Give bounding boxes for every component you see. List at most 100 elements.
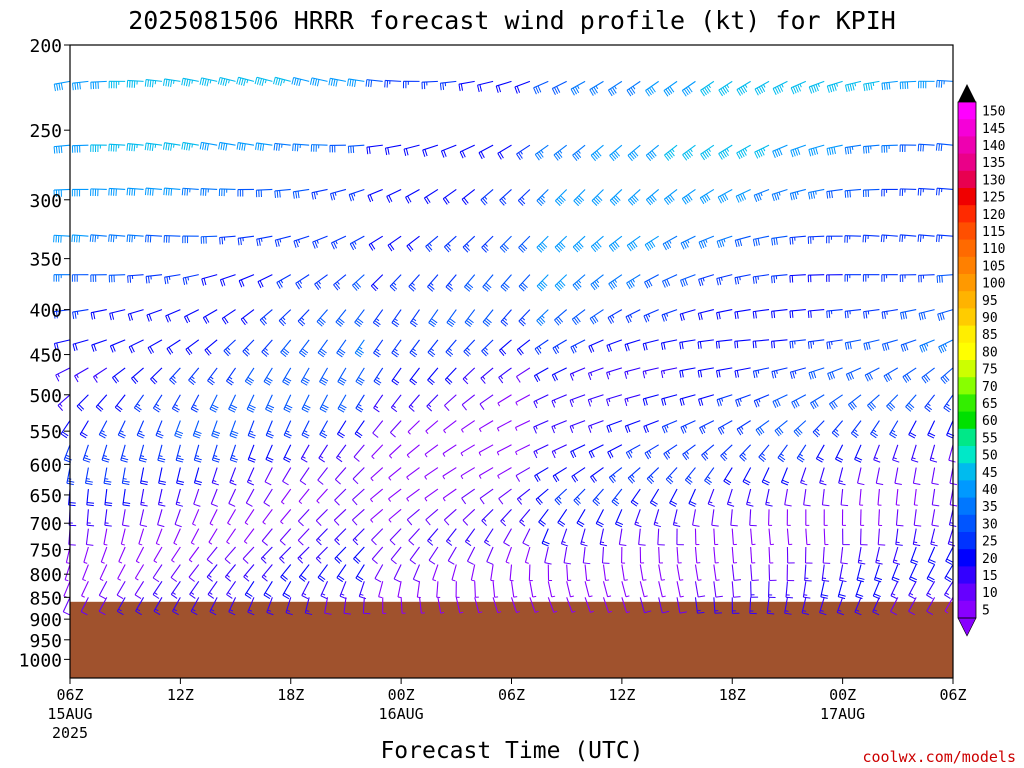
wind-barb <box>140 467 148 486</box>
wind-barb <box>731 597 740 614</box>
barb-staff <box>201 235 218 238</box>
barb-staff <box>372 420 384 434</box>
barb-feather <box>821 594 829 597</box>
wind-barb <box>236 76 255 87</box>
barb-half-feather <box>484 243 488 247</box>
wind-barb <box>483 528 494 547</box>
wind-barb <box>842 528 850 546</box>
wind-barb <box>771 367 788 379</box>
colorbar-label: 140 <box>982 139 1005 154</box>
barb-staff <box>875 546 880 563</box>
barb-staff <box>730 509 733 526</box>
barb-staff <box>280 488 292 503</box>
barb-feather <box>518 152 523 159</box>
barb-feather <box>870 433 877 439</box>
barb-feather <box>797 84 802 92</box>
wind-barb <box>455 597 464 614</box>
colorbar-segment <box>958 446 976 464</box>
barb-feather <box>644 452 650 460</box>
wind-barb <box>261 564 273 582</box>
barb-feather <box>374 320 381 326</box>
wind-barb <box>387 235 402 252</box>
barb-feather <box>679 611 687 614</box>
wind-barb <box>365 79 383 88</box>
barb-feather <box>520 319 526 325</box>
barb-feather <box>134 594 142 599</box>
wind-barb <box>716 367 733 378</box>
barb-feather <box>410 284 416 290</box>
barb-half-feather <box>893 559 898 562</box>
barb-feather <box>442 198 448 205</box>
barb-staff <box>397 581 402 598</box>
wind-barb <box>282 367 292 386</box>
barb-half-feather <box>432 579 437 582</box>
barb-half-feather <box>226 574 230 578</box>
barb-feather <box>578 195 585 201</box>
barb-half-feather <box>157 430 162 433</box>
barb-feather <box>110 234 113 243</box>
colorbar-label: 150 <box>982 105 1005 120</box>
barb-feather <box>792 86 797 94</box>
barb-staff <box>516 367 531 378</box>
wind-barb <box>311 188 328 200</box>
barb-half-feather <box>213 455 218 458</box>
wind-barb <box>297 309 310 327</box>
barb-feather <box>444 379 451 385</box>
barb-staff <box>127 274 144 277</box>
barb-half-feather <box>739 276 741 281</box>
wind-barb <box>225 367 237 386</box>
barb-half-feather <box>758 398 761 403</box>
barb-feather <box>265 408 273 413</box>
barb-staff <box>661 367 678 372</box>
wind-barb <box>352 508 365 526</box>
barb-staff <box>608 80 623 91</box>
wind-barb <box>944 597 954 614</box>
barb-feather <box>299 480 307 486</box>
barb-feather <box>444 197 450 204</box>
wind-barb <box>823 528 829 546</box>
barb-staff <box>138 444 145 461</box>
wind-barb <box>335 444 347 463</box>
barb-feather <box>771 194 775 202</box>
barb-feather <box>140 480 148 483</box>
ground-fill <box>70 601 953 678</box>
barb-staff <box>534 144 549 155</box>
barb-half-feather <box>532 595 537 598</box>
barb-feather <box>642 371 646 379</box>
barb-staff <box>599 528 605 545</box>
barb-feather <box>371 558 378 565</box>
barb-feather <box>796 457 804 463</box>
barb-half-feather <box>176 501 181 504</box>
barb-feather <box>120 459 128 463</box>
barb-feather <box>807 341 810 349</box>
wind-barb <box>752 367 770 379</box>
barb-half-feather <box>570 595 574 598</box>
wind-barb <box>210 488 218 507</box>
wind-barb <box>397 581 402 599</box>
barb-staff <box>188 564 200 578</box>
barb-feather <box>577 520 585 526</box>
wind-barb <box>880 234 898 243</box>
wind-barb <box>602 597 613 613</box>
barb-staff <box>918 187 935 191</box>
barb-feather <box>374 578 382 583</box>
wind-barb <box>63 581 71 598</box>
barb-feather <box>716 399 720 407</box>
barb-feather <box>355 577 363 583</box>
barb-staff <box>735 235 751 241</box>
wind-barb <box>819 597 827 616</box>
barb-feather <box>554 474 560 481</box>
barb-feather <box>758 456 765 462</box>
wind-barb <box>870 420 880 439</box>
barb-half-feather <box>496 451 500 456</box>
barb-feather <box>594 281 600 288</box>
barb-feather <box>539 316 546 323</box>
barb-half-feather <box>354 241 357 245</box>
wind-barb <box>624 394 641 406</box>
wind-barb <box>786 528 793 546</box>
barb-feather <box>892 459 900 463</box>
barb-feather <box>388 195 393 202</box>
barb-feather <box>699 341 702 349</box>
wind-barb <box>391 309 402 328</box>
barb-feather <box>386 196 391 203</box>
